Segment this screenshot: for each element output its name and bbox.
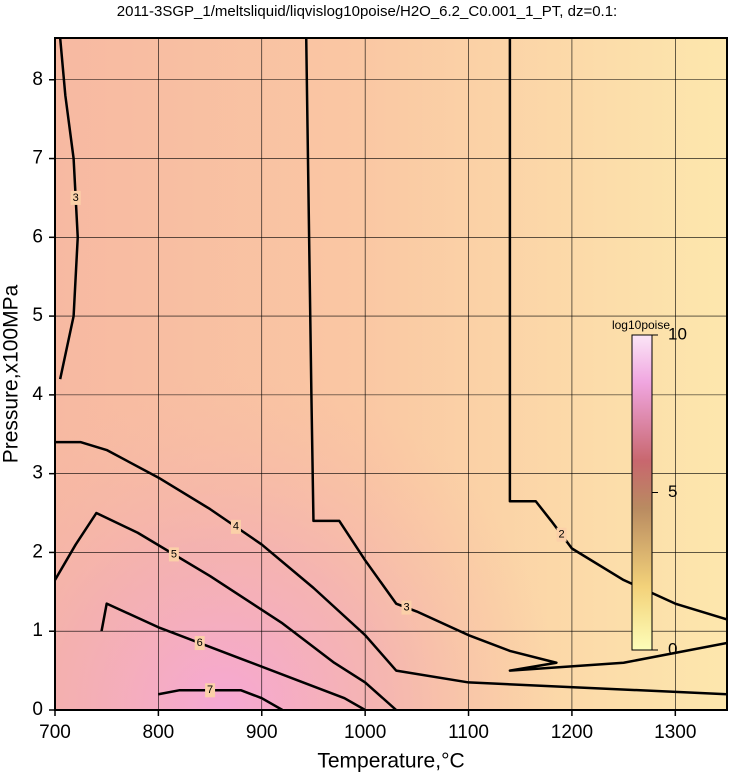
y-tick-label: 8 [32,69,43,90]
contour-label: 3 [403,601,409,613]
y-tick-label: 6 [32,226,43,247]
contour-label: 2 [559,529,565,541]
contour-label: 6 [197,637,203,649]
x-tick-label: 1300 [654,722,696,743]
contours: 2 3 4 5 6 7 3 [55,38,727,710]
contour-label: 3 [73,192,79,204]
contour-label-bg [205,683,216,698]
y-tick-label: 3 [32,463,43,484]
y-tick-label: 5 [32,305,43,326]
y-axis-label: Pressure,x100MPa [0,284,23,463]
contour-line [158,689,284,710]
contour-label-bg [556,527,567,542]
contour-line [55,440,727,696]
colorbar-label: log10poise [612,318,670,332]
x-tick-label: 800 [143,722,175,743]
contour-line [55,511,397,710]
x-tick-label: 1100 [448,722,489,743]
y-tick-label: 7 [32,148,43,169]
contour-label-bg [168,547,179,562]
contour-label-bg [230,519,241,534]
y-tick-label: 2 [32,541,43,562]
y-tick-label: 4 [32,384,43,405]
contour-label-bg [401,600,412,615]
contour-label: 5 [171,548,177,560]
colorbar-tick-label: 10 [668,324,687,343]
y-tick-label: 1 [32,620,43,641]
contour-line [304,38,727,672]
plot-frame [54,37,728,711]
x-tick-label: 700 [39,722,71,743]
x-axis-label: Temperature,°C [317,750,464,773]
contour-label: 4 [233,521,239,533]
axes: 700 800 900 1000 1100 1200 1300 0 1 2 3 4 5 6 7 8 [32,69,696,743]
contour-label-bg [194,636,205,651]
chart-title: 2011-3SGP_1/meltsliquid/liqvislog10poise… [117,3,617,20]
colorbar [631,334,653,651]
x-tick-label: 1000 [344,722,386,743]
contour-line [100,602,366,710]
y-tick-label: 0 [32,699,43,720]
colorbar-tick-label: 0 [668,639,677,658]
x-tick-label: 1200 [551,722,593,743]
colorbar-ticks: 0 5 10 [652,324,687,658]
x-tick-label: 900 [246,722,278,743]
plot-shading [55,38,727,710]
contour-label-bg [70,190,81,205]
colorbar-tick-label: 5 [668,482,677,501]
contour-label: 7 [207,684,213,696]
